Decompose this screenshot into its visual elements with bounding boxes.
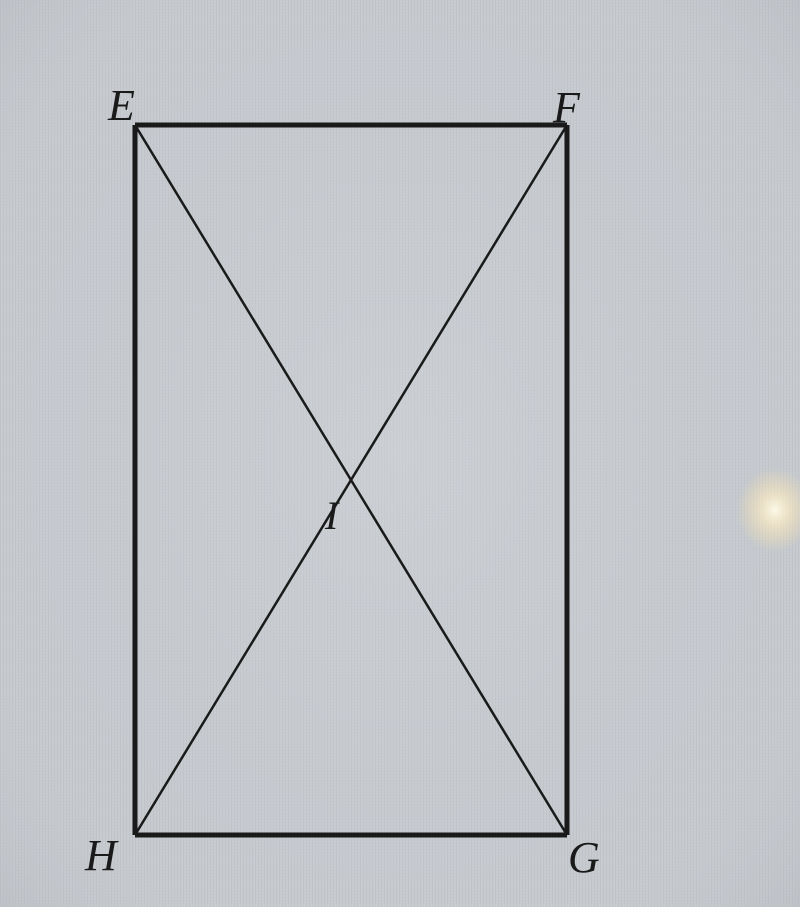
vertex-label-g: G	[568, 832, 600, 883]
rectangle-figure	[0, 0, 800, 907]
intersection-label-i: I	[325, 492, 338, 539]
geometry-diagram: E F H G I	[0, 0, 800, 907]
vertex-label-f: F	[553, 82, 580, 133]
vertex-label-h: H	[85, 830, 117, 881]
vertex-label-e: E	[108, 80, 135, 131]
